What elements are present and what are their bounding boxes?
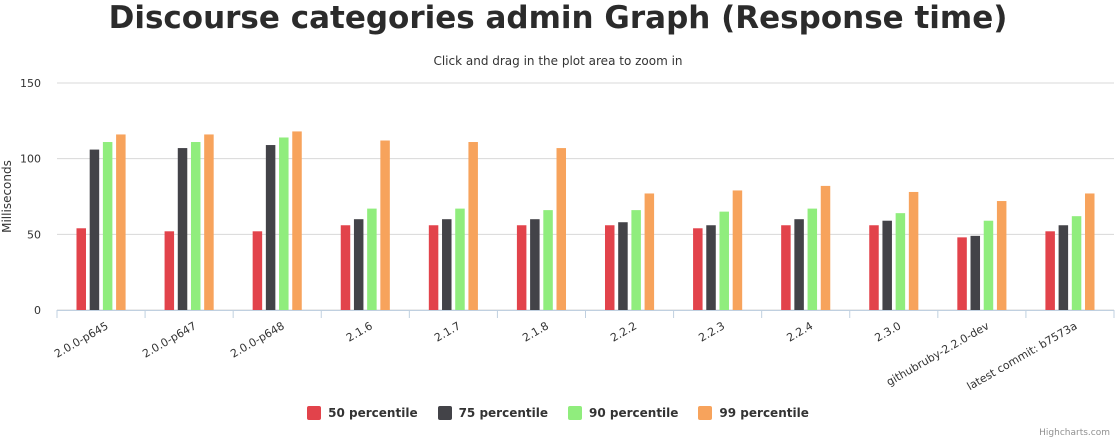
credits-link[interactable]: Highcharts.com [1039,428,1110,438]
bar[interactable]: 75 percentile: 106 [89,149,100,310]
chart-title: Discourse categories admin Graph (Respon… [108,0,1008,36]
bar[interactable]: 99 percentile: 72 [996,201,1007,310]
bar[interactable]: 99 percentile: 118 [292,131,302,310]
bar[interactable]: 75 percentile: 107 [177,148,188,310]
bar[interactable]: 99 percentile: 116 [116,134,126,310]
bar[interactable]: 90 percentile: 67 [367,208,377,310]
bar[interactable]: 50 percentile: 54 [76,228,86,310]
x-tick-label: 2.1.7 [432,319,463,344]
bar[interactable]: 50 percentile: 54 [693,228,703,310]
bar[interactable]: 75 percentile: 60 [530,219,540,310]
legend-label: 90 percentile [589,406,679,420]
bar[interactable]: 50 percentile: 56 [428,225,439,310]
bar[interactable]: 50 percentile: 56 [604,225,615,310]
y-axis-title: Milliseconds [0,160,14,233]
bar[interactable]: 90 percentile: 66 [631,210,641,310]
bar[interactable]: 90 percentile: 62 [1071,216,1082,310]
bar[interactable]: 50 percentile: 48 [957,237,967,310]
bar[interactable]: 90 percentile: 67 [455,208,465,310]
x-tick-label: 2.2.3 [696,319,727,344]
bar[interactable]: 90 percentile: 114 [279,137,289,310]
bar[interactable]: 90 percentile: 65 [719,211,729,310]
legend-label: 75 percentile [458,406,548,420]
bar[interactable]: 50 percentile: 56 [781,225,791,310]
x-tick-label: 2.0.0-p647 [140,319,198,360]
legend-swatch [698,406,713,420]
bar[interactable]: 50 percentile: 56 [516,225,527,310]
y-tick-label: 100 [20,153,41,166]
legend-swatch [568,406,582,420]
bar[interactable]: 99 percentile: 112 [380,140,390,310]
x-tick-label: 2.3.0 [873,319,904,344]
bar[interactable]: 75 percentile: 109 [265,145,276,310]
bar[interactable]: 99 percentile: 107 [556,148,567,310]
bar[interactable]: 99 percentile: 82 [820,185,831,310]
legend-label: 50 percentile [328,406,418,420]
bar[interactable]: 99 percentile: 79 [732,190,743,310]
bar[interactable]: 50 percentile: 56 [869,225,879,310]
x-tick-label: 2.0.0-p645 [52,319,110,360]
bar[interactable]: 90 percentile: 111 [190,142,201,310]
legend-label: 99 percentile [719,406,809,420]
bar[interactable]: 99 percentile: 78 [908,191,919,310]
bar[interactable]: 99 percentile: 116 [204,134,214,310]
legend-swatch [307,406,322,420]
bar[interactable]: 99 percentile: 77 [1085,193,1095,310]
bar[interactable]: 75 percentile: 49 [970,235,981,310]
x-tick-label: 2.0.0-p648 [228,319,286,360]
legend-item[interactable]: 75 percentile [437,406,548,420]
bar[interactable]: 75 percentile: 60 [794,219,804,310]
bar[interactable]: 90 percentile: 64 [895,213,906,310]
legend-swatch [437,406,452,420]
y-tick-label: 50 [27,228,41,241]
y-tick-label: 0 [34,304,41,317]
legend-item[interactable]: 50 percentile [307,406,418,420]
bar[interactable]: 90 percentile: 59 [983,220,994,310]
bar[interactable]: 90 percentile: 66 [543,210,553,310]
bar[interactable]: 75 percentile: 60 [353,219,364,310]
bar[interactable]: 75 percentile: 59 [882,220,892,310]
chart-subtitle: Click and drag in the plot area to zoom … [433,54,683,68]
bar[interactable]: 99 percentile: 77 [644,193,655,310]
x-tick-label: 2.1.6 [344,319,375,344]
bar[interactable]: 75 percentile: 58 [618,222,628,310]
legend-item[interactable]: 90 percentile [568,406,678,420]
legend: 50 percentile 75 percentile 90 percentile 9… [0,406,1116,420]
bar[interactable]: 75 percentile: 56 [706,225,716,310]
bar[interactable]: 90 percentile: 67 [807,208,818,310]
bar[interactable]: 50 percentile: 52 [164,231,175,310]
legend-item[interactable]: 99 percentile [698,406,809,420]
bar[interactable]: 99 percentile: 111 [468,142,478,310]
bar[interactable]: 75 percentile: 56 [1058,225,1069,310]
bar[interactable]: 50 percentile: 52 [1045,231,1055,310]
y-tick-label: 150 [20,77,41,90]
bar[interactable]: 90 percentile: 111 [102,142,113,310]
bar[interactable]: 50 percentile: 56 [340,225,351,310]
x-tick-label: 2.2.2 [608,319,639,344]
x-tick-label: 2.1.8 [520,319,551,344]
x-tick-label: 2.2.4 [784,319,815,344]
bar[interactable]: 75 percentile: 60 [442,219,452,310]
bar[interactable]: 50 percentile: 52 [252,231,263,310]
